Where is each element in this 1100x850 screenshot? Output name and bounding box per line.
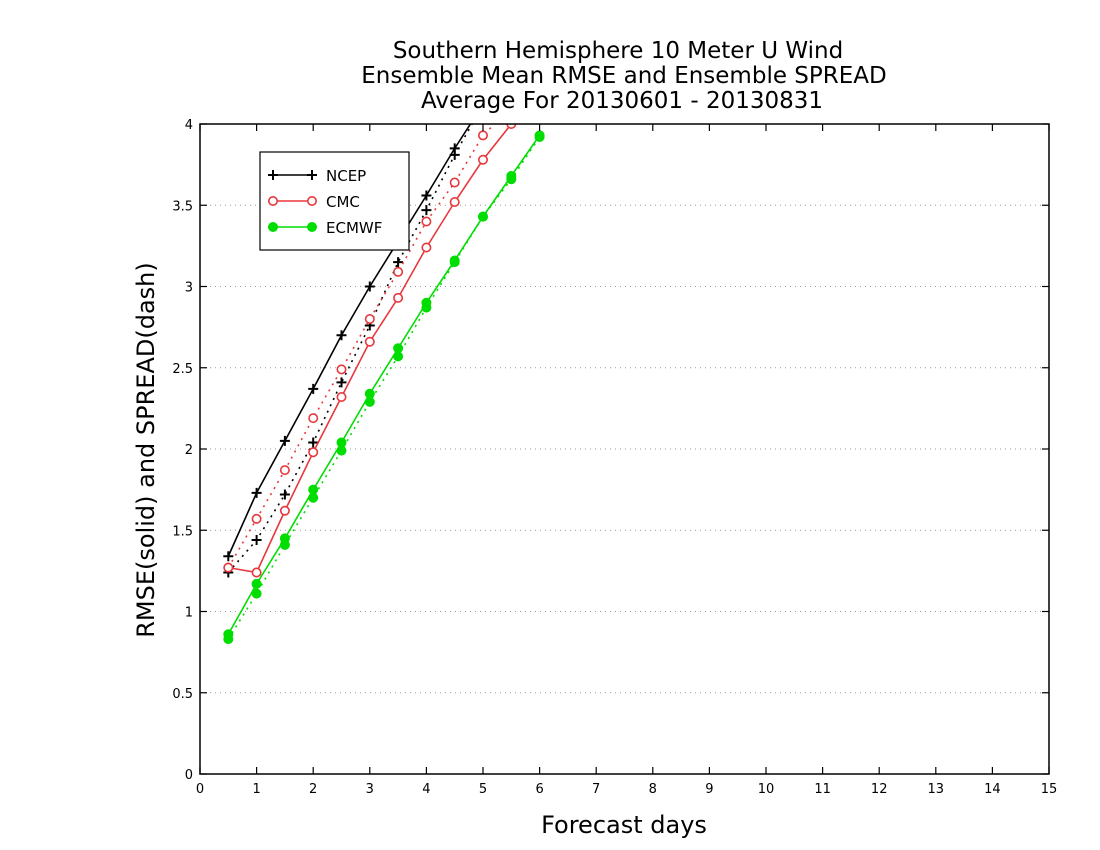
series-cmc-rmse-point (449, 197, 460, 208)
legend-marker-end (307, 170, 317, 180)
series-cmc-spread (223, 124, 496, 573)
series-cmc-spread-point (251, 513, 262, 524)
series-ncep-rmse-point (279, 435, 290, 446)
y-tick-label: 1 (185, 606, 193, 621)
series-cmc-rmse-point (477, 154, 488, 165)
legend-item-ncep: NCEP (268, 167, 366, 185)
series-ncep-rmse-point (251, 487, 262, 498)
x-tick-label: 5 (479, 782, 487, 797)
series-ecmwf-spread (223, 132, 545, 645)
series-cmc-spread-point (449, 177, 460, 188)
series-ncep-spread-point (421, 205, 432, 216)
legend-label: CMC (326, 193, 360, 211)
series-ecmwf-spread-point (251, 588, 262, 599)
series-cmc-rmse-point (393, 292, 404, 303)
legend: NCEP CMC ECMWF (259, 151, 410, 251)
series-cmc-rmse-point (364, 336, 375, 347)
y-tick-label: 3.5 (172, 199, 193, 214)
series-ecmwf-spread-point (478, 211, 488, 222)
series-cmc-rmse-point (308, 447, 319, 458)
series-cmc-rmse-point (421, 242, 432, 253)
legend-marker-start (268, 170, 278, 180)
series-ecmwf-spread-point (449, 257, 460, 268)
series-ecmwf-spread-point (506, 174, 517, 185)
x-tick-label: 13 (928, 782, 945, 797)
y-tick-label: 0.5 (172, 687, 193, 702)
y-axis-label: RMSE(solid) and SPREAD(dash) (132, 262, 160, 638)
legend-item-cmc: CMC (267, 193, 360, 211)
title-line-2: Ensemble Mean RMSE and Ensemble SPREAD (361, 63, 886, 89)
x-tick-label: 1 (252, 782, 260, 797)
series-layer (223, 124, 545, 645)
series-ncep-spread-point (251, 535, 262, 545)
series-ncep-rmse-point (336, 330, 347, 341)
legend-marker-end (307, 222, 317, 232)
series-ecmwf-spread-point (364, 396, 375, 407)
x-tick-label: 4 (422, 782, 430, 797)
x-tick-label: 8 (649, 782, 657, 797)
gridlines (200, 204, 1049, 694)
x-tick-label: 7 (592, 782, 600, 797)
x-tick-label: 10 (758, 782, 775, 797)
series-ncep-spread-point (308, 437, 319, 448)
series-cmc-spread-point (364, 313, 375, 324)
y-tick-label: 1.5 (172, 524, 193, 539)
x-tick-label: 0 (196, 782, 204, 797)
series-ecmwf-spread-point (223, 634, 234, 645)
y-tick-label: 4 (185, 118, 193, 133)
series-cmc-rmse-point (336, 391, 347, 402)
chart-title: Southern Hemisphere 10 Meter U Wind Ense… (361, 38, 886, 114)
title-line-3: Average For 20130601 - 20130831 (421, 88, 823, 114)
y-tick-label: 3 (185, 281, 193, 296)
series-cmc-spread-point (421, 216, 432, 227)
series-cmc-rmse-point (279, 505, 290, 516)
x-axis-label: Forecast days (541, 811, 707, 839)
series-ncep-rmse-point (223, 551, 234, 562)
series-ncep-spread-point (393, 257, 404, 268)
series-ncep-rmse-point (364, 281, 375, 292)
series-ecmwf-spread-point (421, 302, 432, 313)
series-ecmwf-spread-point (393, 351, 404, 362)
series-ecmwf-spread-point (534, 132, 545, 142)
series-cmc-spread-point (477, 130, 488, 141)
series-cmc-spread-point (308, 413, 319, 424)
legend-marker-end (306, 196, 317, 207)
x-tick-label: 2 (309, 782, 317, 797)
x-tick-label: 3 (366, 782, 374, 797)
series-cmc-spread-point (336, 364, 347, 375)
x-tick-label: 15 (1041, 782, 1058, 797)
legend-label: ECMWF (326, 219, 382, 237)
series-ncep-rmse-line (227, 124, 472, 557)
x-tick-label: 14 (984, 782, 1001, 797)
series-ncep-rmse-point (308, 383, 319, 394)
legend-marker-start (268, 222, 278, 232)
y-tick-label: 2 (185, 443, 193, 458)
series-cmc-spread-point (279, 465, 290, 476)
title-line-1: Southern Hemisphere 10 Meter U Wind (393, 38, 843, 64)
legend-marker-start (267, 196, 278, 207)
series-ncep-spread-point (279, 489, 290, 500)
series-cmc-spread-point (223, 562, 234, 573)
series-ncep-spread-point (336, 377, 347, 388)
series-ncep-spread-point (449, 149, 460, 160)
legend-item-ecmwf: ECMWF (268, 219, 382, 237)
x-tick-label: 6 (535, 782, 543, 797)
x-tick-label: 9 (705, 782, 713, 797)
series-cmc-spread-point (393, 266, 404, 277)
y-tick-label: 0 (185, 768, 193, 783)
x-tick-label: 11 (814, 782, 831, 797)
series-ecmwf-spread-point (308, 492, 319, 503)
series-ecmwf-spread-point (279, 539, 290, 550)
x-tick-label: 12 (871, 782, 888, 797)
legend-label: NCEP (326, 167, 366, 185)
series-cmc-rmse-point (251, 567, 262, 578)
series-ecmwf-rmse-point (251, 578, 262, 589)
series-ncep-rmse-point (421, 190, 432, 201)
y-tick-label: 2.5 (172, 362, 193, 377)
series-ecmwf-spread-point (336, 445, 347, 456)
